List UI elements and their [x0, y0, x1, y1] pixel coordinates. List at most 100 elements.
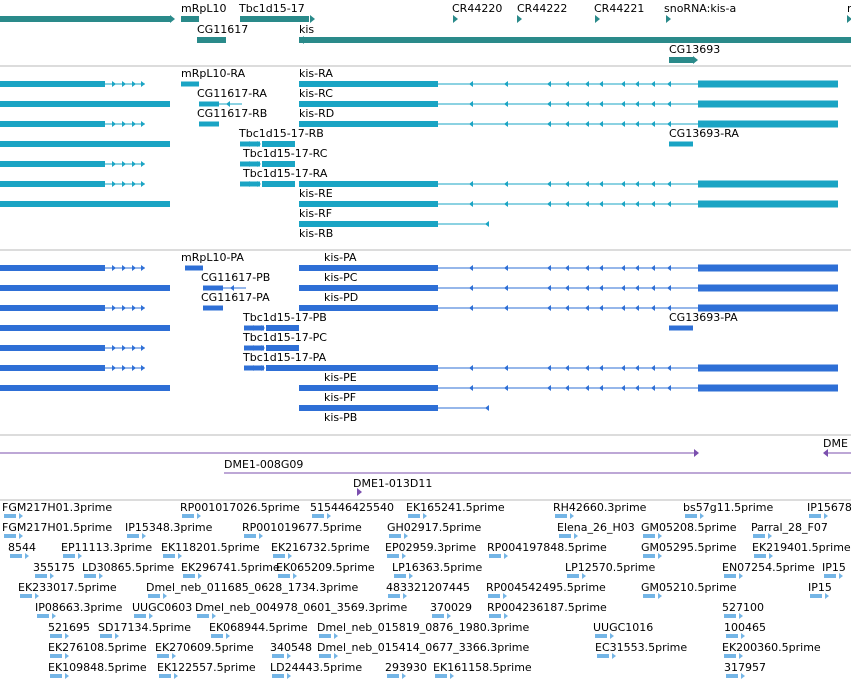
est-label: EK109848.5prime: [48, 661, 147, 674]
arrow-right-icon: [132, 161, 136, 167]
est-label: EK233017.5prime: [18, 581, 117, 594]
arrow-left-icon: [504, 285, 508, 291]
transcript-label: Tbc1d15-17-PB: [242, 311, 327, 324]
arrow-left-icon: [469, 101, 473, 107]
est-feature: [37, 614, 49, 618]
arrow-left-icon: [651, 385, 655, 391]
arrow-left-icon: [547, 121, 551, 127]
exon-bar: [0, 181, 105, 187]
arrow-right-icon: [149, 613, 153, 619]
arrow-left-icon: [599, 385, 603, 391]
arrow-left-icon: [823, 449, 828, 457]
est-label: IP08663.3prime: [35, 601, 123, 614]
est-feature: [643, 554, 655, 558]
arrow-right-icon: [112, 345, 116, 351]
exon-bar: [669, 141, 693, 147]
est-feature: [595, 634, 607, 638]
est-track: FGM217H01.3prime RP001017026.5prime 515446…: [2, 501, 851, 679]
exon-bar: [0, 365, 105, 371]
arrow-left-icon: [635, 201, 639, 207]
transcript-label: Tbc1d15-17-PA: [242, 351, 327, 364]
est-feature: [388, 594, 400, 598]
arrow-left-icon: [565, 305, 569, 311]
est-label: EN07254.5prime: [722, 561, 815, 574]
exon-bar: [266, 365, 299, 371]
arrow-left-icon: [667, 81, 671, 87]
est-label: EK165241.5prime: [406, 501, 505, 514]
est-label: 483321207445: [386, 581, 470, 594]
gene-bar: [669, 57, 693, 63]
exon-bar: [203, 305, 223, 311]
arrow-left-icon: [585, 101, 589, 107]
transcript-rna-track: mRpL10-RA kis-RA CG11617-RA kis-RC CG11617-R…: [0, 67, 838, 240]
est-feature: [211, 634, 223, 638]
est-label: FGM217H01.5prime: [2, 521, 112, 534]
est-feature: [84, 574, 96, 578]
arrow-right-icon: [334, 653, 338, 659]
exon-bar: [698, 284, 838, 292]
exon-bar: [185, 265, 203, 271]
arrow-left-icon: [621, 265, 625, 271]
est-label: EK065209.5prime: [276, 561, 375, 574]
exon-bar: [266, 345, 299, 351]
arrow-left-icon: [504, 365, 508, 371]
est-label: EC31553.5prime: [595, 641, 687, 654]
exon-bar: [199, 101, 219, 107]
arrow-right-icon: [423, 513, 427, 519]
arrow-left-icon: [565, 365, 569, 371]
arrow-right-icon: [141, 161, 145, 167]
arrow-right-icon: [172, 653, 176, 659]
arrow-left-icon: [585, 121, 589, 127]
arrow-right-icon: [403, 593, 407, 599]
arrow-right-icon: [141, 181, 145, 187]
est-label: RP004542495.5prime: [486, 581, 606, 594]
gene-bar: [181, 16, 199, 22]
arrow-right-icon: [447, 613, 451, 619]
arrow-right-icon: [768, 533, 772, 539]
arrow-left-icon: [504, 121, 508, 127]
arrow-right-icon: [141, 345, 145, 351]
exon-bar: [199, 121, 219, 127]
arrow-left-icon: [565, 121, 569, 127]
est-label: GM05295.5prime: [641, 541, 737, 554]
arrow-right-icon: [178, 553, 182, 559]
est-label: RP001019677.5prime: [242, 521, 362, 534]
arrow-right-icon: [261, 345, 265, 351]
arrow-left-icon: [226, 101, 230, 107]
arrow-left-icon: [621, 181, 625, 187]
arrow-left-icon: [651, 285, 655, 291]
arrow-left-icon: [635, 121, 639, 127]
arrow-right-icon: [226, 633, 230, 639]
arrow-left-icon: [469, 81, 473, 87]
est-label: 527100: [722, 601, 764, 614]
est-label: RP004236187.5prime: [487, 601, 607, 614]
arrow-left-icon: [651, 201, 655, 207]
arrow-right-icon: [741, 673, 745, 679]
est-feature: [488, 594, 500, 598]
gene-label: CG11617: [197, 23, 248, 36]
gene-label: CR44222: [517, 2, 567, 15]
est-label: GM05210.5prime: [641, 581, 737, 594]
est-label: 515446425540: [310, 501, 394, 514]
est-feature: [810, 594, 822, 598]
est-label: EK270609.5prime: [155, 641, 254, 654]
arrow-left-icon: [599, 181, 603, 187]
est-feature: [389, 534, 401, 538]
arrow-right-icon: [65, 673, 69, 679]
arrow-left-icon: [469, 265, 473, 271]
exon-bar: [698, 304, 838, 312]
arrow-left-icon: [599, 121, 603, 127]
transcript-label: CG11617-RA: [197, 87, 267, 100]
arrow-right-icon: [253, 345, 257, 351]
arrow-left-icon: [635, 181, 639, 187]
est-feature: [726, 674, 738, 678]
arrow-left-icon: [469, 285, 473, 291]
arrow-right-icon: [132, 345, 136, 351]
transcript-label: kis-RC: [299, 87, 333, 100]
est-feature: [278, 574, 290, 578]
est-label: 355175: [33, 561, 75, 574]
transcript-label: kis-RE: [299, 187, 333, 200]
arrow-left-icon: [599, 81, 603, 87]
arrow-left-icon: [667, 265, 671, 271]
